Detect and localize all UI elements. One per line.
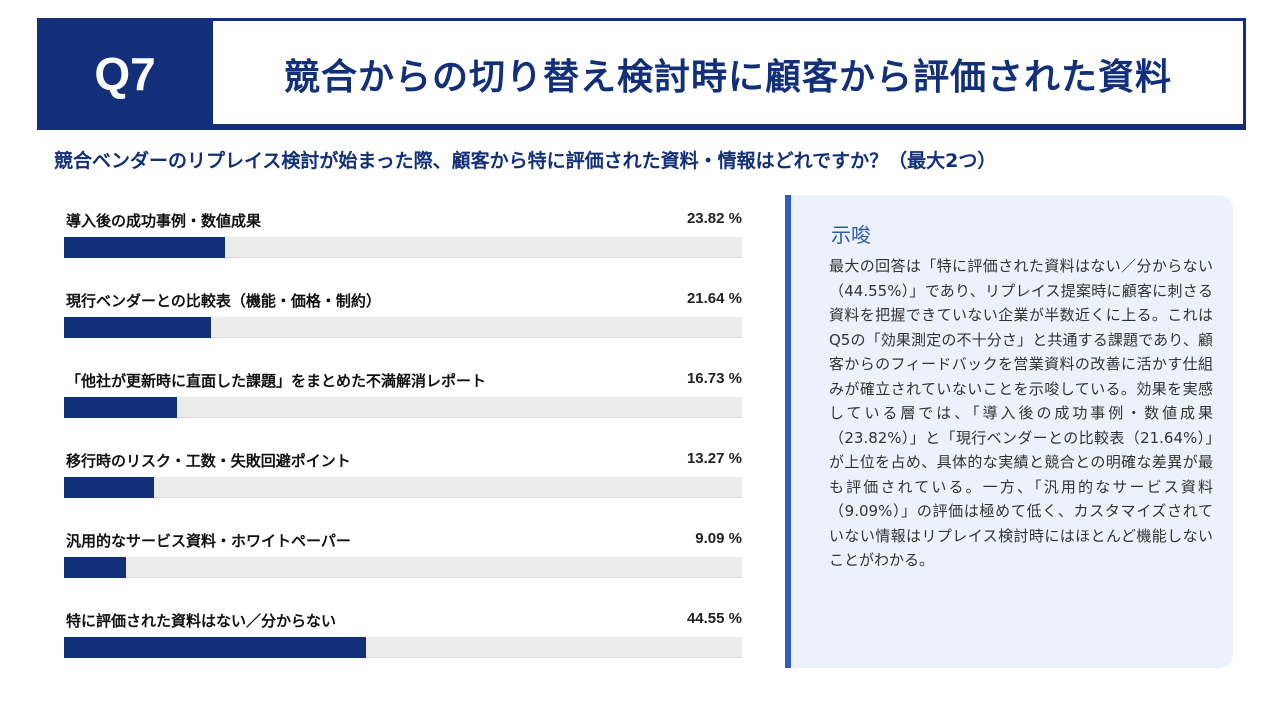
bar-track [64,237,742,258]
bar [64,317,211,338]
bar-value-label: 9.09 % [695,530,742,547]
bar-row: 導入後の成功事例・数値成果 23.82 % [64,200,742,260]
survey-question: 競合ベンダーのリプレイス検討が始まった際、顧客から特に評価された資料・情報はどれ… [54,150,997,172]
slide-title: 競合からの切り替え検討時に顧客から評価された資料 [283,57,1172,98]
bar-value-label: 16.73 % [686,370,742,387]
bar [64,557,126,578]
insight-accent-line [785,195,791,668]
bar [64,637,367,658]
bar-track [64,397,742,418]
bar-category-label: 特に評価された資料はない／分からない [66,612,337,630]
bar-category-label: 導入後の成功事例・数値成果 [66,212,262,230]
bar-value-label: 13.27 % [686,450,742,467]
bar [64,397,178,418]
insight-panel: 示唆 最大の回答は「特に評価された資料はない／分からない（44.55%）」であり… [785,195,1233,668]
bar-category-label: 現行ベンダーとの比較表（機能・価格・制約） [66,292,381,310]
header-divider [37,124,1246,130]
bar [64,477,154,498]
bar-track [64,317,742,338]
insight-title: 示唆 [831,223,871,247]
bar [64,237,226,258]
bar-value-label: 23.82 % [686,210,742,227]
bar-track [64,557,742,578]
bar-row: 「他社が更新時に直面した課題」をまとめた不満解消レポート 16.73 % [64,360,742,420]
bar-category-label: 汎用的なサービス資料・ホワイトペーパー [66,532,351,550]
bar-row: 汎用的なサービス資料・ホワイトペーパー 9.09 % [64,520,742,580]
bar-row: 特に評価された資料はない／分からない 44.55 % [64,600,742,660]
bar-value-label: 21.64 % [686,290,742,307]
question-number-badge: Q7 [37,18,213,130]
slide-header: Q7 競合からの切り替え検討時に顧客から評価された資料 [37,18,1246,130]
bar-row: 移行時のリスク・工数・失敗回避ポイント 13.27 % [64,440,742,500]
bar-category-label: 移行時のリスク・工数・失敗回避ポイント [66,452,351,470]
insight-body: 最大の回答は「特に評価された資料はない／分からない（44.55%）」であり、リプ… [829,257,1213,569]
bar-track [64,477,742,498]
bar-chart: 導入後の成功事例・数値成果 23.82 % 現行ベンダーとの比較表（機能・価格・制約… [64,200,742,670]
bar-category-label: 「他社が更新時に直面した課題」をまとめた不満解消レポート [66,372,487,390]
bar-track [64,637,742,658]
bar-row: 現行ベンダーとの比較表（機能・価格・制約） 21.64 % [64,280,742,340]
bar-value-label: 44.55 % [686,610,742,627]
